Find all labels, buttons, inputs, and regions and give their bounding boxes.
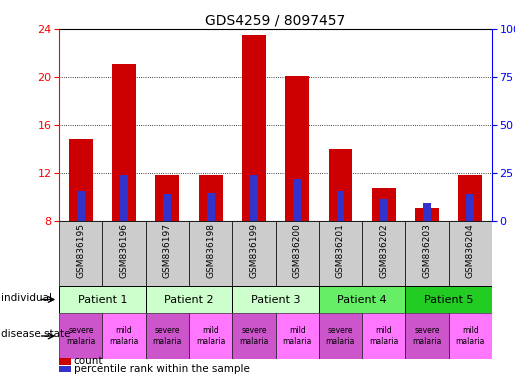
Text: GSM836198: GSM836198: [206, 223, 215, 278]
Text: mild
malaria: mild malaria: [196, 326, 226, 346]
Bar: [207, 193, 215, 221]
Bar: [319, 313, 362, 359]
Bar: [415, 208, 439, 221]
Bar: [276, 313, 319, 359]
Text: GSM836202: GSM836202: [379, 223, 388, 278]
Text: mild
malaria: mild malaria: [369, 326, 399, 346]
Bar: [362, 221, 405, 286]
Text: GSM836201: GSM836201: [336, 223, 345, 278]
Text: individual: individual: [1, 293, 52, 303]
Bar: [372, 189, 396, 221]
Bar: [163, 194, 171, 221]
Text: Patient 3: Patient 3: [251, 295, 300, 305]
Bar: [380, 199, 388, 221]
Bar: [293, 179, 301, 221]
Bar: [232, 221, 276, 286]
Text: Patient 4: Patient 4: [337, 295, 387, 305]
Bar: [112, 64, 136, 221]
Bar: [449, 313, 492, 359]
Text: GSM836196: GSM836196: [119, 223, 129, 278]
Bar: [146, 313, 189, 359]
Bar: [59, 366, 71, 372]
Bar: [146, 221, 189, 286]
Bar: [232, 313, 276, 359]
Bar: [362, 313, 405, 359]
Bar: [120, 175, 128, 221]
Text: severe
malaria: severe malaria: [66, 326, 96, 346]
Bar: [69, 139, 93, 221]
Bar: [458, 175, 482, 221]
Text: GSM836199: GSM836199: [249, 223, 259, 278]
Bar: [199, 175, 222, 221]
Bar: [59, 313, 102, 359]
Bar: [405, 221, 449, 286]
Text: severe
malaria: severe malaria: [325, 326, 355, 346]
Text: count: count: [74, 356, 103, 366]
Bar: [59, 358, 71, 365]
Bar: [276, 221, 319, 286]
Bar: [102, 221, 146, 286]
Text: GSM836204: GSM836204: [466, 223, 475, 278]
Bar: [189, 221, 232, 286]
Bar: [285, 76, 309, 221]
Text: GSM836197: GSM836197: [163, 223, 172, 278]
Text: severe
malaria: severe malaria: [152, 326, 182, 346]
Bar: [250, 175, 258, 221]
Bar: [59, 221, 102, 286]
Text: severe
malaria: severe malaria: [412, 326, 442, 346]
Text: GSM836203: GSM836203: [422, 223, 432, 278]
Bar: [242, 35, 266, 221]
Bar: [336, 191, 345, 221]
Bar: [189, 313, 232, 359]
Bar: [466, 194, 474, 221]
Text: mild
malaria: mild malaria: [109, 326, 139, 346]
Bar: [405, 313, 449, 359]
Bar: [319, 286, 405, 313]
Bar: [146, 286, 232, 313]
Text: percentile rank within the sample: percentile rank within the sample: [74, 364, 250, 374]
Text: mild
malaria: mild malaria: [282, 326, 312, 346]
Bar: [405, 286, 492, 313]
Bar: [319, 221, 362, 286]
Text: GSM836195: GSM836195: [76, 223, 85, 278]
Text: severe
malaria: severe malaria: [239, 326, 269, 346]
Text: Patient 2: Patient 2: [164, 295, 214, 305]
Bar: [156, 175, 179, 221]
Text: GSM836200: GSM836200: [293, 223, 302, 278]
Title: GDS4259 / 8097457: GDS4259 / 8097457: [205, 14, 346, 28]
Bar: [423, 203, 431, 221]
Bar: [329, 149, 352, 221]
Bar: [102, 313, 146, 359]
Text: Patient 5: Patient 5: [424, 295, 473, 305]
Text: mild
malaria: mild malaria: [455, 326, 485, 346]
Text: Patient 1: Patient 1: [78, 295, 127, 305]
Text: disease state: disease state: [1, 329, 70, 339]
Bar: [59, 286, 146, 313]
Bar: [449, 221, 492, 286]
Bar: [232, 286, 319, 313]
Bar: [77, 191, 85, 221]
